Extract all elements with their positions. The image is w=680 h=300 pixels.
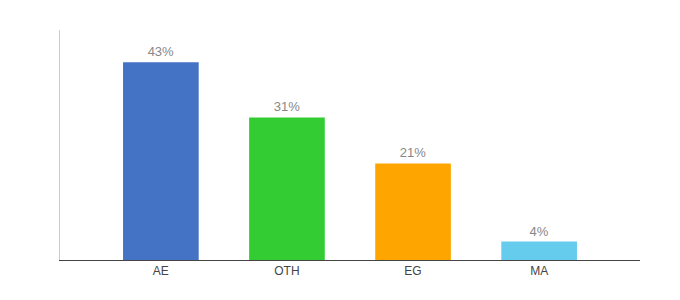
svg-text:4%: 4% bbox=[530, 224, 549, 239]
svg-text:OTH: OTH bbox=[274, 264, 299, 278]
svg-text:AE: AE bbox=[153, 264, 169, 278]
svg-text:EG: EG bbox=[404, 264, 421, 278]
svg-text:21%: 21% bbox=[400, 145, 426, 160]
svg-text:31%: 31% bbox=[274, 99, 300, 114]
svg-text:MA: MA bbox=[530, 264, 548, 278]
svg-text:43%: 43% bbox=[148, 44, 174, 59]
